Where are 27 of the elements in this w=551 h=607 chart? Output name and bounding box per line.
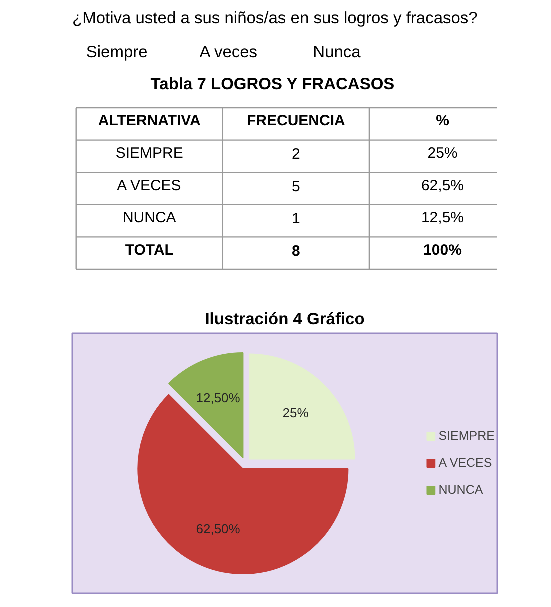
category-label: TOTAL [125, 242, 174, 259]
text: % [436, 112, 450, 130]
category-label: A VECES [117, 177, 182, 194]
text: FRECUENCIA [247, 112, 346, 130]
data-label: 12,5% [421, 210, 464, 227]
category-label: NUNCA [122, 210, 176, 227]
data-label: 5 [292, 178, 300, 196]
data-label: 100% [424, 242, 462, 259]
data-label: 25% [282, 406, 310, 421]
legend-label: SIEMPRE [438, 429, 495, 443]
data-label: 12,50% [196, 390, 241, 406]
data-label: 2 [292, 146, 300, 163]
text: Siempre [86, 44, 148, 62]
text: ¿Motiva usted a sus niños/as en sus logros y fracasos? [72, 10, 478, 28]
text: A veces [200, 44, 258, 62]
text: Tabla 7 LOGROS Y FRACASOS [150, 76, 395, 94]
data-label: 8 [292, 242, 300, 260]
legend-label: A VECES [438, 456, 492, 470]
data-label: 25% [428, 144, 458, 162]
category-label: SIEMPRE [116, 144, 184, 162]
chart-title: Ilustración 4 Gráfico [205, 310, 365, 328]
legend-label: NUNCA [438, 483, 484, 497]
text: ALTERNATIVA [98, 112, 202, 130]
data-label: 62,50% [196, 522, 241, 537]
data-label: 62,5% [421, 177, 464, 194]
data-label: 1 [292, 210, 300, 228]
text: Nunca [313, 44, 362, 62]
